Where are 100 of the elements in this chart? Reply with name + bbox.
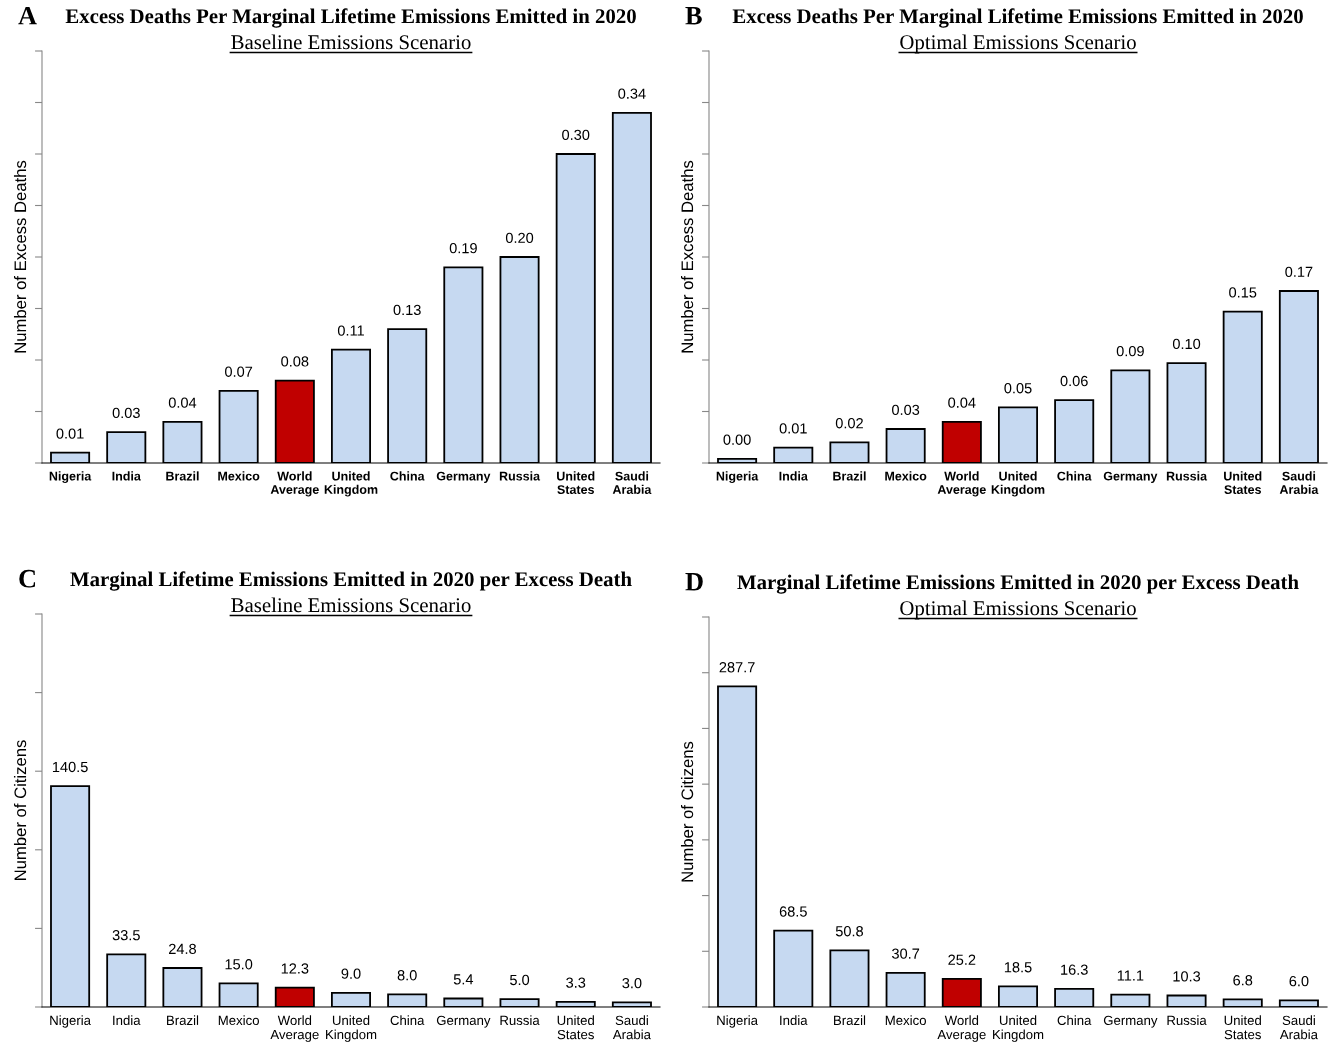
x-tick-label: Nigeria (50, 1015, 91, 1028)
data-label: 33.5 (112, 930, 140, 941)
x-tick-label: India (780, 1015, 808, 1026)
data-label: 8.0 (397, 970, 417, 981)
data-label: 5.0 (509, 974, 530, 986)
x-tick-label: Saudi Arabia (1279, 471, 1319, 494)
data-label: 50.8 (835, 926, 864, 937)
data-label: 0.17 (1285, 266, 1313, 277)
data-label: 5.4 (453, 974, 474, 985)
data-label: 11.1 (1117, 970, 1144, 981)
data-label: 0.05 (1004, 383, 1032, 394)
data-label: 6.8 (1233, 975, 1253, 986)
data-label: 9.0 (341, 968, 361, 979)
data-label: 0.34 (618, 88, 646, 99)
y-axis-title: Number of Excess Deaths (13, 160, 27, 353)
x-tick-label: Germany (1103, 1015, 1158, 1028)
data-label: 0.20 (505, 232, 534, 244)
x-tick-label: Mexico (218, 471, 260, 481)
x-tick-label: China (1057, 471, 1092, 481)
data-label: 0.03 (892, 404, 920, 416)
x-tick-label: India (112, 471, 141, 481)
data-label: 0.09 (1116, 345, 1144, 357)
data-label: 3.0 (622, 977, 642, 989)
data-label: 287.7 (719, 662, 755, 673)
x-tick-label: United Kingdom (991, 471, 1045, 497)
data-label: 0.08 (281, 356, 309, 367)
data-label: 0.00 (723, 434, 751, 445)
chart-subtitle: Baseline Emissions Scenario (231, 34, 471, 50)
x-tick-label: Russia (500, 1015, 540, 1026)
data-label: 0.06 (1060, 375, 1088, 387)
data-label: 0.15 (1229, 287, 1257, 298)
x-tick-label: China (390, 1015, 425, 1026)
data-label: 6.0 (1289, 975, 1309, 987)
data-label: 0.19 (449, 242, 477, 254)
data-label: 18.5 (1004, 962, 1032, 973)
x-tick-label: Mexico (885, 1015, 926, 1026)
x-tick-label: Germany (1103, 471, 1158, 483)
x-tick-label: World Average (270, 471, 319, 497)
data-label: 0.10 (1172, 338, 1201, 350)
data-label: 0.11 (337, 325, 364, 336)
chart-subtitle: Optimal Emissions Scenario (900, 600, 1136, 620)
chart-subtitle: Optimal Emissions Scenario (900, 34, 1136, 54)
x-tick-label: Saudi Arabia (1279, 1015, 1318, 1040)
text: B (685, 7, 702, 25)
text: D (685, 573, 703, 591)
x-tick-label: World Average (937, 471, 986, 497)
y-axis-title: Number of Excess Deaths (680, 160, 694, 353)
text: A (18, 6, 37, 25)
data-label: 15.0 (225, 959, 253, 970)
data-label: 0.07 (225, 366, 253, 377)
x-tick-label: Russia (499, 471, 541, 481)
chart-title: Excess Deaths Per Marginal Lifetime Emissions Emitted in 2020 (732, 8, 1303, 28)
x-tick-label: China (390, 471, 425, 481)
x-tick-label: Mexico (885, 471, 927, 481)
data-label: 0.02 (835, 418, 863, 429)
x-tick-label: Brazil (834, 1015, 866, 1026)
chart-title: Marginal Lifetime Emissions Emitted in 2020 per Excess Death (70, 571, 632, 591)
data-label: 16.3 (1061, 964, 1088, 975)
data-label: 10.3 (1173, 971, 1201, 982)
x-tick-label: United Kingdom (324, 471, 378, 497)
data-label: 25.2 (948, 954, 976, 965)
data-label: 24.8 (169, 943, 197, 955)
x-tick-label: Russia (1167, 1015, 1207, 1026)
x-tick-label: Brazil (833, 471, 866, 481)
chart-subtitle: Baseline Emissions Scenario (231, 597, 471, 613)
data-label: 0.30 (562, 129, 590, 141)
x-tick-label: India (113, 1015, 141, 1026)
x-tick-label: Russia (1166, 471, 1208, 481)
x-tick-label: United States (1224, 1015, 1261, 1040)
x-tick-label: Saudi Arabia (612, 1015, 651, 1040)
x-tick-label: United States (1224, 471, 1262, 494)
x-tick-label: Saudi Arabia (612, 471, 652, 494)
x-tick-label: United Kingdom (993, 1015, 1044, 1042)
text: C (19, 569, 36, 588)
x-tick-label: Nigeria (716, 471, 759, 484)
x-tick-label: China (1057, 1015, 1092, 1026)
x-tick-label: Nigeria (717, 1015, 758, 1028)
data-label: 68.5 (779, 906, 807, 917)
data-label: 0.04 (948, 397, 976, 408)
x-tick-label: Germany (436, 471, 491, 483)
y-axis-title: Number of Citizens (680, 741, 694, 882)
x-tick-label: Mexico (218, 1015, 259, 1026)
data-label: 30.7 (892, 948, 920, 959)
data-label: 140.5 (52, 761, 88, 773)
x-tick-label: Brazil (167, 1015, 199, 1026)
x-tick-label: World Average (270, 1015, 319, 1042)
chart-title: Marginal Lifetime Emissions Emitted in 2020 per Excess Death (737, 574, 1299, 594)
x-tick-label: Nigeria (49, 471, 92, 484)
data-label: 0.01 (56, 428, 84, 439)
x-tick-label: World Average (937, 1015, 986, 1042)
x-tick-label: United States (557, 1015, 594, 1040)
data-label: 0.01 (779, 423, 807, 434)
data-label: 12.3 (281, 963, 309, 974)
data-label: 3.3 (566, 977, 586, 988)
data-label: 0.04 (168, 397, 197, 408)
x-tick-label: Germany (436, 1015, 491, 1028)
y-axis-title: Number of Citizens (13, 740, 27, 880)
x-tick-label: United States (557, 471, 595, 494)
x-tick-label: India (779, 471, 808, 481)
data-label: 0.13 (393, 304, 421, 316)
